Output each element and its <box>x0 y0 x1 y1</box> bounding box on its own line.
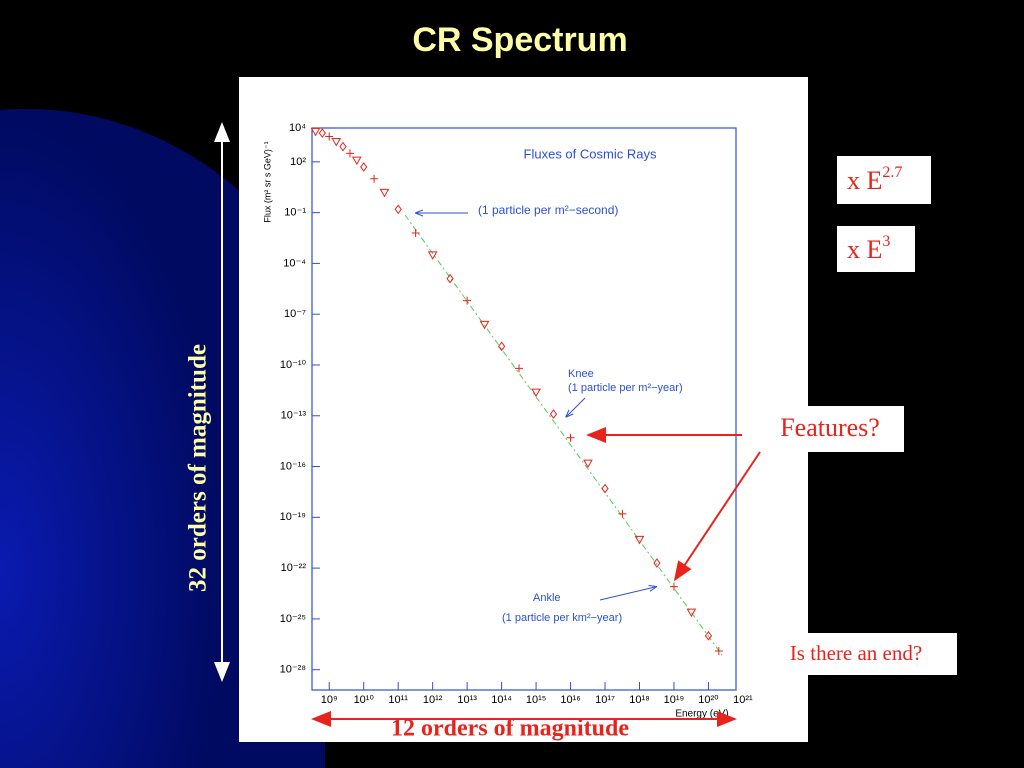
data-point <box>618 509 627 518</box>
plot: 10⁴ 10² 10⁻¹ 10⁻⁴ 10⁻⁷ 10⁻¹⁰ 10⁻¹³ 10⁻¹⁶ 10⁻¹⁹ 10… <box>280 122 753 706</box>
x-tick-label: 10¹² <box>423 694 443 706</box>
box-text: x E <box>847 166 882 195</box>
annotation: (1 particle per km²−year) <box>502 612 622 624</box>
y-tick-label: 10⁻⁷ <box>284 308 306 320</box>
y-axis-label: Flux (m² sr s GeV)⁻¹ <box>262 141 272 222</box>
annotation-arrow <box>599 587 655 601</box>
data-point <box>351 156 362 166</box>
y-tick-label: 10⁻¹⁶ <box>280 460 306 472</box>
reference-line <box>404 214 723 656</box>
data-point <box>686 608 697 618</box>
data-point <box>601 483 609 494</box>
span-label: 32 orders of magnitude <box>185 344 212 592</box>
box-text: x E <box>847 235 882 264</box>
span-label: 12 orders of magnitude <box>391 716 629 742</box>
annotation: Knee <box>568 368 594 380</box>
data-point <box>325 132 334 141</box>
chart-title: Fluxes of Cosmic Rays <box>524 146 657 161</box>
data-point <box>370 174 379 183</box>
x-tick-label: 10¹⁵ <box>526 694 546 706</box>
data-point <box>515 364 524 373</box>
x-tick-label: 10¹⁹ <box>664 694 685 706</box>
data-point <box>566 433 575 442</box>
data-point <box>427 251 438 260</box>
annotation: Ankle <box>533 592 561 604</box>
data-point <box>360 162 368 172</box>
box <box>755 633 957 675</box>
data-point <box>714 647 723 656</box>
x-tick-label: 10¹¹ <box>388 694 408 706</box>
box <box>837 226 915 272</box>
data-point <box>318 128 326 138</box>
slide-title: CR Spectrum <box>412 21 627 59</box>
data-point <box>704 630 713 641</box>
data-point <box>446 273 454 284</box>
box <box>837 156 931 204</box>
data-point <box>479 320 490 330</box>
data-point <box>331 138 342 147</box>
data-point <box>653 558 661 568</box>
y-tick-label: 10² <box>290 156 306 168</box>
y-tick-label: 10⁻¹⁹ <box>280 511 306 523</box>
annotation-arrow <box>567 397 586 416</box>
x-tick-label: 10¹⁶ <box>560 694 580 706</box>
data-point <box>634 535 645 545</box>
data-point <box>497 341 506 352</box>
y-tick-label: 10⁻¹ <box>284 207 306 219</box>
x-tick-label: 10⁹ <box>321 694 338 706</box>
y-tick-label: 10⁻⁴ <box>283 257 306 269</box>
y-tick-label: 10⁻¹⁰ <box>280 359 307 371</box>
y-tick-label: 10⁻²⁵ <box>280 613 306 625</box>
box-text: Is there an end? <box>790 641 922 665</box>
data-point <box>394 204 402 215</box>
data-point <box>411 228 420 237</box>
box-text: x E2.7 <box>847 164 902 195</box>
x-tick-label: 10¹⁸ <box>629 694 650 706</box>
x-tick-label: 10¹⁴ <box>491 694 512 706</box>
data-point <box>583 459 593 469</box>
box <box>757 406 904 452</box>
data-point <box>669 582 678 591</box>
y-tick-label: 10⁻¹³ <box>281 410 307 422</box>
data-point <box>379 188 390 198</box>
data-point <box>463 296 472 305</box>
data-point <box>310 127 321 137</box>
box-exponent: 2.7 <box>882 164 902 181</box>
data-point <box>531 388 541 398</box>
annotation: (1 particle per m²−year) <box>568 382 683 394</box>
data-point <box>549 409 558 419</box>
y-tick-label: 10⁻²⁸ <box>280 664 306 676</box>
y-tick-label: 10⁻²² <box>281 562 307 574</box>
annotation: (1 particle per m²−second) <box>478 203 618 217</box>
x-axis-label: Energy (eV) <box>675 709 728 720</box>
x-tick-label: 10²⁰ <box>698 694 719 706</box>
box-text: x E3 <box>847 233 890 264</box>
x-tick-label: 10¹⁰ <box>354 694 375 706</box>
chart-panel <box>239 77 808 742</box>
data-point <box>339 141 347 152</box>
x-tick-label: 10¹⁷ <box>595 694 615 706</box>
box-exponent: 3 <box>882 233 890 250</box>
plot-frame <box>311 127 737 691</box>
red-arrow <box>673 451 761 582</box>
data-point <box>346 149 355 158</box>
x-tick-label: 10²¹ <box>733 694 753 706</box>
x-tick-label: 10¹³ <box>457 694 477 706</box>
box-text: Features? <box>780 413 880 442</box>
y-tick-label: 10⁴ <box>289 122 306 134</box>
